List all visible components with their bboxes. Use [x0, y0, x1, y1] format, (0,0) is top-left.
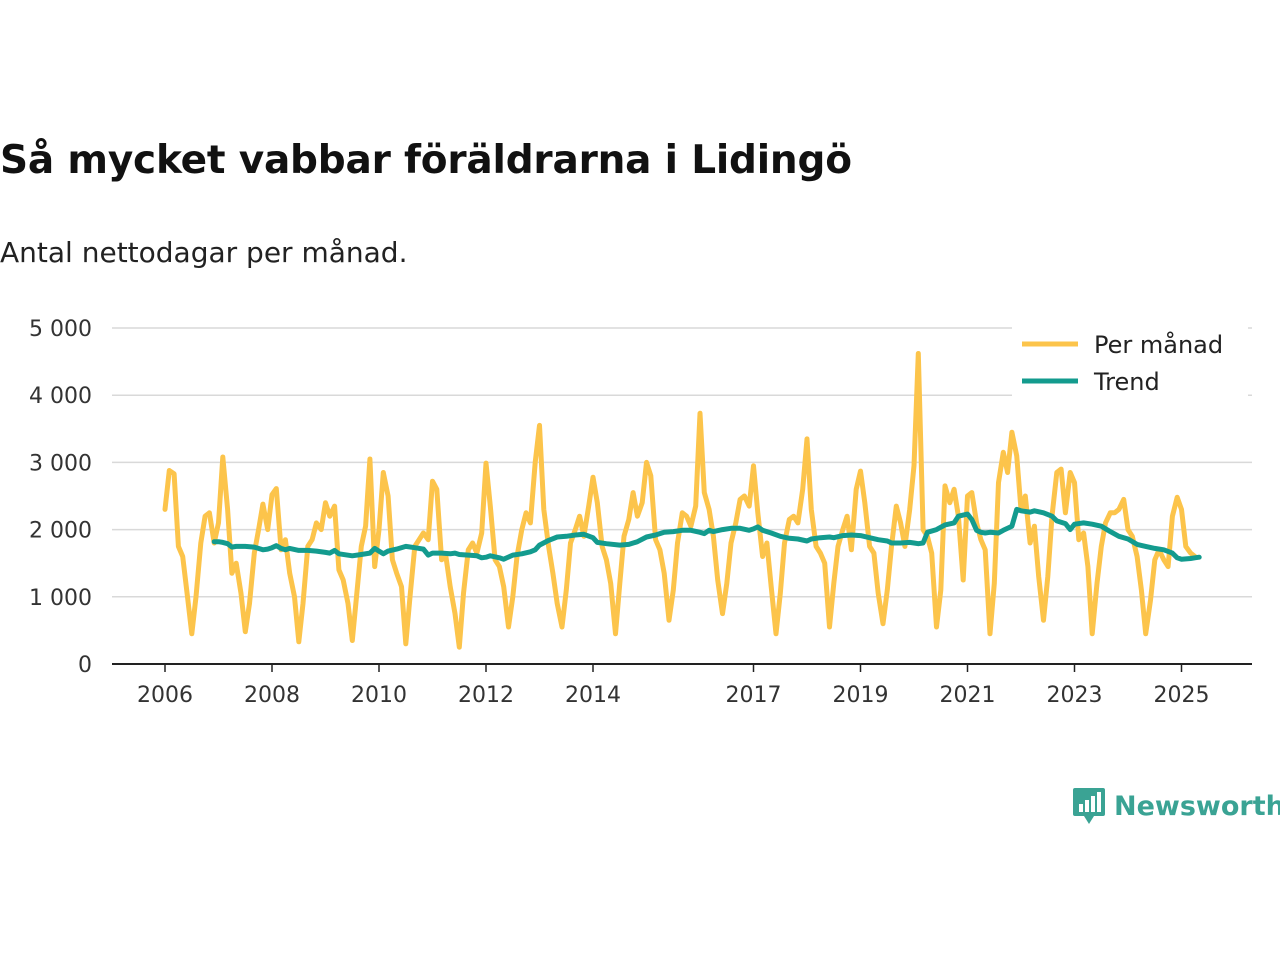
y-tick-label-5000: 5 000 — [29, 317, 92, 342]
chart-title: Så mycket vabbar föräldrarna i Lidingö — [0, 138, 852, 183]
series-line-trend — [211, 506, 1202, 562]
newsworthy-icon — [1073, 788, 1105, 824]
y-tick-label-1000: 1 000 — [29, 586, 92, 611]
x-tick-label-2010: 2010 — [351, 683, 407, 708]
newsworthy-wordmark: Newsworthy — [1114, 790, 1280, 822]
x-tick-label-2006: 2006 — [137, 683, 193, 708]
legend-label-trend: Trend — [1093, 368, 1160, 396]
legend-label-per-manad: Per månad — [1094, 330, 1223, 359]
x-tick-label-2021: 2021 — [940, 683, 996, 708]
x-axis: 2006 2008 2010 2012 2014 2017 2019 2021 2023 2025 — [112, 663, 1252, 708]
x-tick-label-2012: 2012 — [458, 683, 514, 708]
x-tick-label-2014: 2014 — [565, 683, 621, 708]
y-axis-ticks: 0 1 000 2 000 3 000 4 000 5 000 — [29, 317, 92, 678]
x-tick-label-2023: 2023 — [1047, 683, 1103, 708]
x-tick-label-2025: 2025 — [1154, 683, 1210, 708]
x-tick-label-2019: 2019 — [833, 683, 889, 708]
legend: Per månad Trend — [1012, 326, 1248, 398]
legend-background — [1012, 326, 1248, 398]
y-tick-label-2000: 2 000 — [29, 519, 92, 544]
series-lines — [162, 351, 1202, 650]
y-tick-label-3000: 3 000 — [29, 451, 92, 476]
x-tick-label-2017: 2017 — [726, 683, 782, 708]
y-tick-label-4000: 4 000 — [29, 384, 92, 409]
y-tick-label-0: 0 — [78, 653, 92, 678]
newsworthy-logo: Newsworthy — [1072, 786, 1280, 826]
chart-subtitle: Antal nettodagar per månad. — [0, 236, 408, 269]
series-line-per-manad — [162, 351, 1198, 650]
x-tick-label-2008: 2008 — [244, 683, 300, 708]
